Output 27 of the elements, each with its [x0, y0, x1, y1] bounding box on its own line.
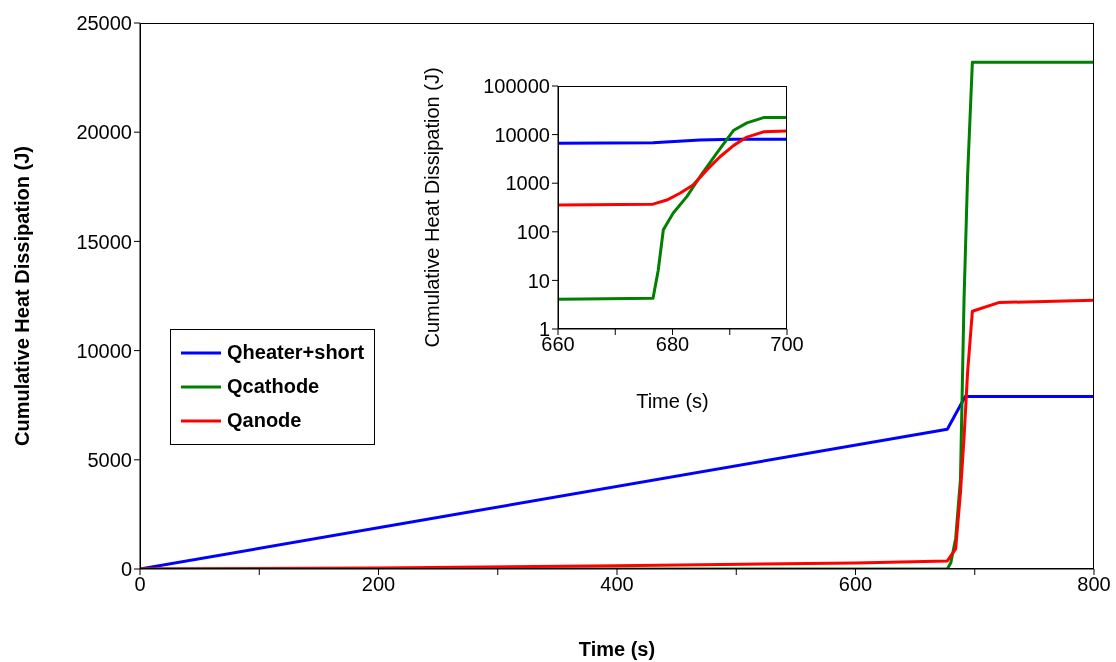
- y-tick-label: 10000: [76, 339, 132, 362]
- legend-label: Qanode: [227, 409, 302, 433]
- y-axis-title: Cumulative Heat Dissipation (J): [421, 67, 444, 348]
- y-axis-title: Cumulative Heat Dissipation (J): [11, 145, 34, 447]
- y-tick-label: 5000: [87, 448, 132, 471]
- x-axis-title: Time (s): [578, 638, 656, 660]
- x-tick-label: 400: [600, 573, 634, 596]
- x-axis-title: Time (s): [636, 390, 709, 412]
- x-tick-label: 680: [655, 333, 690, 356]
- y-tick-label: 1000: [505, 172, 550, 195]
- y-tick-label: 15000: [76, 230, 132, 253]
- y-tick-label: 100000: [483, 75, 550, 98]
- y-tick-label: 100: [516, 220, 550, 243]
- line-series: [558, 116, 787, 301]
- y-tick-label: 0: [120, 558, 132, 581]
- legend-label: Qcathode: [227, 375, 320, 399]
- x-tick-label: 600: [838, 573, 873, 596]
- y-tick-label: 10000: [494, 123, 550, 146]
- x-tick-label: 700: [770, 333, 804, 356]
- x-tick-label: 0: [134, 573, 146, 596]
- y-tick-label: 10: [527, 269, 550, 292]
- legend-label: Qheater+short: [227, 341, 365, 365]
- line-series: [558, 129, 787, 207]
- y-tick-label: 20000: [76, 121, 132, 144]
- x-tick-label: 200: [361, 573, 396, 596]
- y-tick-label: 25000: [76, 12, 132, 35]
- x-tick-label: 800: [1077, 573, 1111, 596]
